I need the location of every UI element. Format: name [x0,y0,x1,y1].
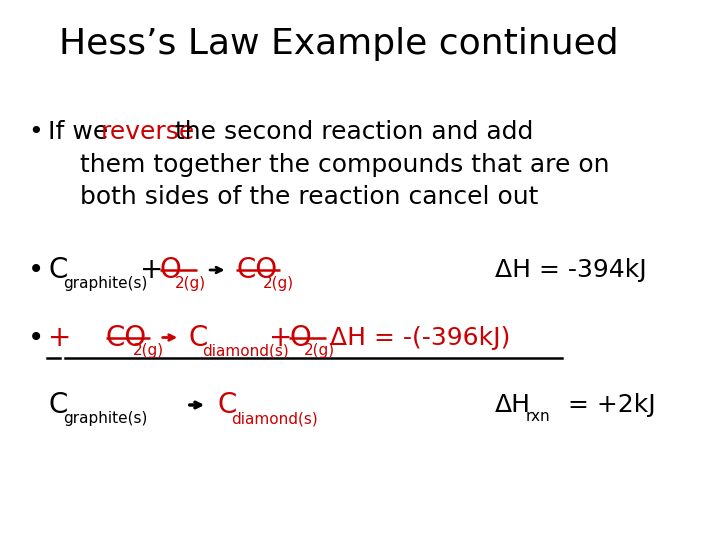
Text: C: C [189,323,208,352]
Text: them together the compounds that are on: them together the compounds that are on [48,153,610,177]
Text: diamond(s): diamond(s) [231,411,318,426]
Text: 2(g): 2(g) [132,343,164,359]
Text: 2(g): 2(g) [175,276,206,291]
Text: C: C [48,256,68,284]
Text: If we: If we [48,120,117,144]
Text: diamond(s): diamond(s) [202,343,289,359]
Text: +: + [48,323,71,352]
Text: graphite(s): graphite(s) [63,276,148,291]
Text: •: • [28,256,44,284]
Text: ΔH: ΔH [495,393,531,417]
Text: C: C [217,391,237,419]
Text: CO: CO [236,256,277,284]
Text: O: O [289,323,311,352]
Text: +: + [269,323,292,352]
Text: CO: CO [106,323,147,352]
Text: 2(g): 2(g) [304,343,335,359]
Text: C: C [48,391,68,419]
Text: both sides of the reaction cancel out: both sides of the reaction cancel out [48,185,539,209]
Text: 2(g): 2(g) [264,276,294,291]
Text: the second reaction and add: the second reaction and add [167,120,534,144]
Text: rxn: rxn [526,409,551,424]
Text: = +2kJ: = +2kJ [559,393,655,417]
Text: O: O [160,256,181,284]
Text: graphite(s): graphite(s) [63,411,148,426]
Text: ΔH = -(-396kJ): ΔH = -(-396kJ) [330,326,510,349]
Text: Hess’s Law Example continued: Hess’s Law Example continued [59,27,619,61]
Text: •: • [28,323,44,352]
Text: +: + [140,256,172,284]
Text: •: • [28,120,42,144]
Text: reverse: reverse [101,120,195,144]
Text: ΔH = -394kJ: ΔH = -394kJ [495,258,647,282]
